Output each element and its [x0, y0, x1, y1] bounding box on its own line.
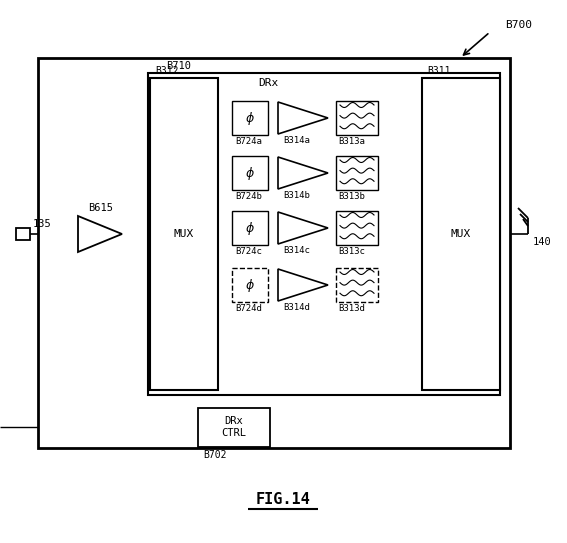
Bar [232, 211, 268, 245]
Bar [422, 78, 500, 390]
Text: B615: B615 [88, 203, 113, 213]
Text: B724c: B724c [235, 247, 262, 256]
Text: $\phi$: $\phi$ [245, 276, 255, 294]
Bar [232, 156, 268, 190]
Text: B710: B710 [166, 61, 191, 71]
Text: B314c: B314c [283, 245, 310, 255]
Bar [232, 101, 268, 135]
Text: B724b: B724b [235, 192, 262, 200]
Text: B724d: B724d [235, 304, 262, 313]
Text: B700: B700 [505, 20, 532, 30]
Bar [336, 268, 378, 302]
Bar [38, 58, 510, 448]
Text: DRx: DRx [258, 78, 278, 88]
Bar [232, 268, 268, 302]
Text: B313c: B313c [338, 247, 365, 256]
Bar [16, 228, 30, 240]
Bar [148, 73, 500, 395]
Text: B724a: B724a [235, 136, 262, 146]
Text: B311: B311 [427, 66, 451, 76]
Text: FIG.14: FIG.14 [256, 493, 310, 508]
Text: MUX: MUX [451, 229, 471, 239]
Text: DRx
CTRL: DRx CTRL [222, 416, 247, 438]
Bar [336, 211, 378, 245]
Text: B313b: B313b [338, 192, 365, 200]
Text: B312: B312 [155, 66, 179, 76]
Text: 140: 140 [533, 237, 552, 247]
Bar [336, 101, 378, 135]
Text: $\phi$: $\phi$ [245, 165, 255, 181]
Text: B702: B702 [203, 450, 226, 460]
Text: $\phi$: $\phi$ [245, 110, 255, 127]
Text: $\phi$: $\phi$ [245, 219, 255, 237]
Bar [198, 408, 270, 447]
Text: B313d: B313d [338, 304, 365, 313]
Text: B314a: B314a [283, 136, 310, 144]
Text: B313a: B313a [338, 136, 365, 146]
Bar [336, 156, 378, 190]
Bar [150, 78, 218, 390]
Text: MUX: MUX [174, 229, 194, 239]
Text: 135: 135 [33, 219, 52, 229]
Text: B314b: B314b [283, 191, 310, 199]
Text: B314d: B314d [283, 302, 310, 312]
